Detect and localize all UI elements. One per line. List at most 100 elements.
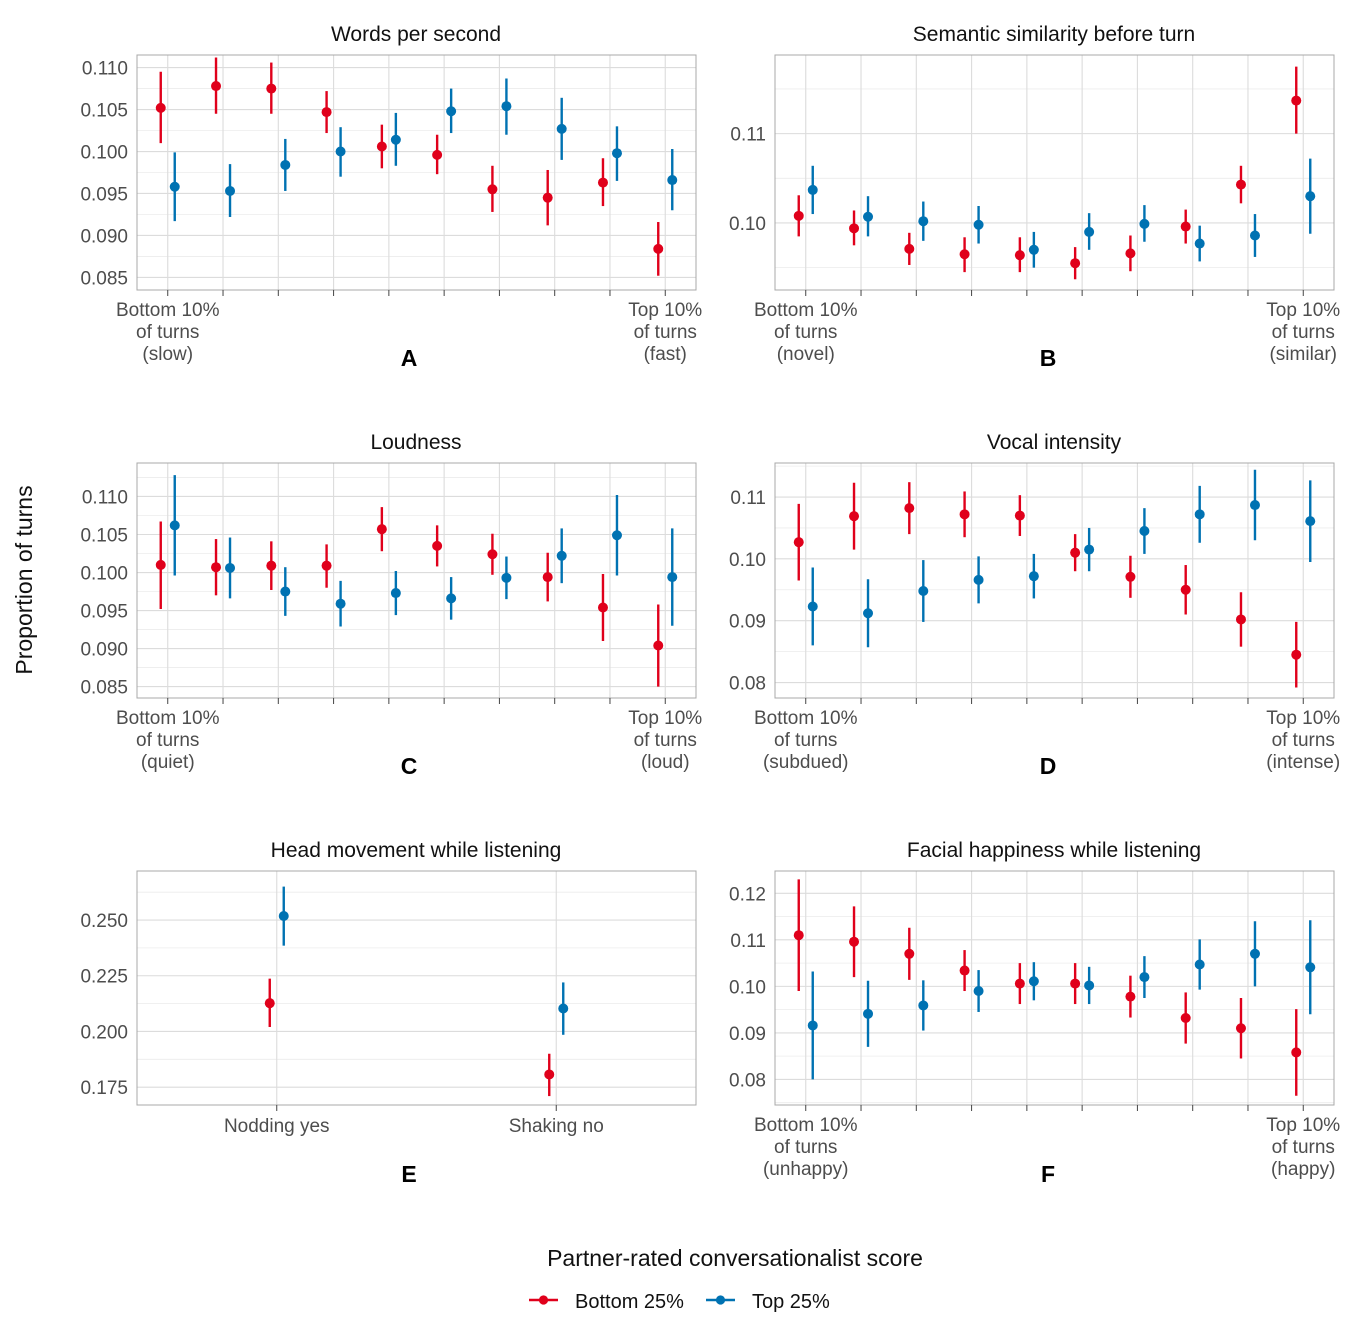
data-point [446, 593, 457, 604]
x-label-left-line: Bottom 10% [116, 300, 220, 321]
y-tick-label: 0.100 [80, 143, 128, 164]
x-label-left-line: (unhappy) [763, 1159, 849, 1180]
panel-letter: E [401, 1161, 416, 1187]
data-point [863, 608, 874, 619]
data-point [1291, 649, 1302, 660]
x-label-right-line: Top 10% [1266, 300, 1340, 321]
y-tick-label: 0.08 [729, 674, 766, 695]
y-tick-label: 0.10 [729, 550, 766, 571]
data-point [1014, 978, 1025, 989]
panel-f: 0.08 0.09 0.10 0.11 0.12 Facial happiness whi… [729, 839, 1340, 1187]
data-point [1070, 547, 1081, 558]
data-point [653, 243, 664, 254]
series-bottom-25 [793, 482, 1302, 688]
data-point [264, 998, 275, 1009]
data-point [487, 184, 498, 195]
series-top-25 [169, 78, 678, 222]
x-category-label: Shaking no [509, 1116, 604, 1137]
panel-title: Loudness [370, 431, 461, 454]
panel-title: Vocal intensity [987, 431, 1122, 454]
legend-item-top: Top 25% [706, 1291, 830, 1313]
data-point [1014, 510, 1025, 521]
data-point [1125, 248, 1136, 259]
data-point [1070, 978, 1081, 989]
x-label-right-line: (happy) [1271, 1159, 1335, 1180]
data-point [904, 948, 915, 959]
data-point [1084, 544, 1095, 555]
data-point [959, 249, 970, 260]
panel-frame [774, 870, 1335, 1106]
data-point [1084, 980, 1095, 991]
data-point [973, 219, 984, 230]
data-point [266, 83, 277, 94]
data-point [278, 911, 289, 922]
data-point [863, 1008, 874, 1019]
data-point [487, 549, 498, 560]
data-point [169, 520, 180, 531]
legend-key-top-dot [715, 1295, 726, 1305]
data-point [849, 936, 860, 947]
panel-frame [774, 54, 1335, 291]
panel-frame [774, 462, 1335, 699]
data-point [376, 141, 387, 152]
data-point [973, 574, 984, 585]
data-point [1014, 250, 1025, 261]
panel-d: 0.08 0.09 0.10 0.11 Vocal intensity Bottom 10… [729, 431, 1340, 779]
data-point [807, 184, 818, 195]
x-label-left-line: of turns [136, 730, 199, 751]
panel-c: 0.085 0.090 0.095 0.100 0.105 0.110 Loudness Bo… [80, 431, 702, 779]
y-tick-label: 0.12 [729, 884, 766, 905]
x-label-right-line: (similar) [1269, 344, 1337, 365]
series-bottom-25 [155, 507, 664, 687]
y-tick-label: 0.11 [730, 931, 766, 952]
panel-title: Words per second [331, 23, 501, 46]
data-point [266, 560, 277, 571]
panel-e: 0.175 0.200 0.225 0.250 Head movement while … [80, 839, 697, 1187]
data-point [1125, 991, 1136, 1002]
panel-title: Head movement while listening [271, 839, 562, 862]
data-point [1070, 258, 1081, 269]
data-point [556, 550, 567, 561]
data-point [321, 107, 332, 118]
data-point [501, 101, 512, 112]
data-point [1125, 571, 1136, 582]
x-label-right-line: Top 10% [1266, 708, 1340, 729]
y-tick-label: 0.100 [80, 564, 128, 585]
data-point [918, 216, 929, 227]
x-label-right-line: (loud) [641, 752, 690, 773]
series-top-25 [807, 920, 1316, 1080]
data-point [959, 965, 970, 976]
y-tick-label: 0.10 [729, 977, 766, 998]
data-point [653, 640, 664, 651]
y-axis-label: Proportion of turns [11, 485, 37, 674]
data-point [1249, 230, 1260, 241]
y-tick-label: 0.175 [80, 1078, 128, 1099]
data-point [807, 1020, 818, 1031]
x-label-left-line: (slow) [142, 344, 193, 365]
data-point [959, 509, 970, 520]
data-point [849, 511, 860, 522]
series-top-25 [169, 475, 678, 627]
data-point [1305, 516, 1316, 527]
data-point [667, 572, 678, 583]
data-point [1194, 509, 1205, 520]
data-point [542, 572, 553, 583]
legend-title: Partner-rated conversationalist score [547, 1245, 923, 1271]
series-top-25 [807, 469, 1316, 648]
legend: Partner-rated conversationalist score Bo… [529, 1245, 923, 1313]
data-point [1235, 614, 1246, 625]
legend-key-bottom-dot [538, 1295, 549, 1305]
series-bottom-25 [793, 879, 1302, 1096]
data-point [335, 598, 346, 609]
data-point [280, 159, 291, 170]
data-point [904, 503, 915, 514]
data-point [556, 123, 567, 134]
data-point [918, 1000, 929, 1011]
y-tick-label: 0.11 [730, 488, 766, 509]
panel-letter: F [1041, 1161, 1055, 1187]
y-tick-label: 0.09 [729, 612, 766, 633]
panel-title: Semantic similarity before turn [913, 23, 1195, 46]
data-point [169, 181, 180, 192]
series-bottom-25 [155, 57, 664, 276]
